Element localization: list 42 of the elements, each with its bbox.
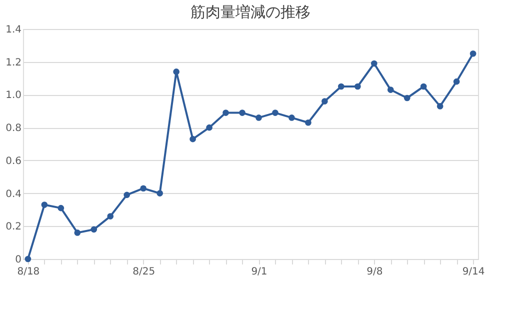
y-tick-label: 0 [15, 254, 22, 266]
point [272, 110, 278, 116]
y-tick-label: 0.8 [6, 123, 22, 134]
x-tick-label: 9/8 [366, 266, 383, 278]
point [288, 114, 295, 121]
y-tick-label: 1.0 [6, 90, 22, 102]
y-tick-label: 0.6 [6, 156, 22, 167]
y-tick-label: 0.2 [6, 222, 22, 233]
point [453, 78, 460, 85]
point [190, 136, 196, 142]
point [404, 94, 410, 102]
point [107, 213, 114, 220]
y-tick-label: 0.4 [6, 188, 22, 200]
point [338, 83, 344, 90]
point [420, 83, 427, 90]
x-tick-label: 8/25 [132, 266, 156, 278]
point [206, 124, 212, 131]
point [140, 185, 147, 192]
point [173, 68, 180, 75]
point [305, 119, 312, 126]
point [156, 190, 163, 196]
y-tick-label: 1.4 [6, 24, 22, 36]
x-tick-label: 9/14 [462, 266, 485, 278]
y-tick-label: 1.2 [6, 57, 22, 68]
point [124, 192, 130, 198]
point [370, 60, 378, 67]
chart-title: 筋肉量増減の推移 [190, 3, 310, 21]
point [24, 256, 32, 262]
point [239, 110, 246, 116]
point [436, 103, 444, 110]
point [222, 110, 229, 116]
point [74, 230, 81, 236]
point [387, 86, 394, 93]
point [58, 204, 64, 212]
point [41, 202, 48, 208]
point [256, 114, 262, 121]
x-tick-label: 9/1 [251, 266, 268, 278]
x-tick-label: 8/18 [17, 266, 40, 278]
point [322, 98, 328, 104]
point [90, 226, 98, 233]
point [354, 83, 361, 90]
point [470, 50, 476, 57]
